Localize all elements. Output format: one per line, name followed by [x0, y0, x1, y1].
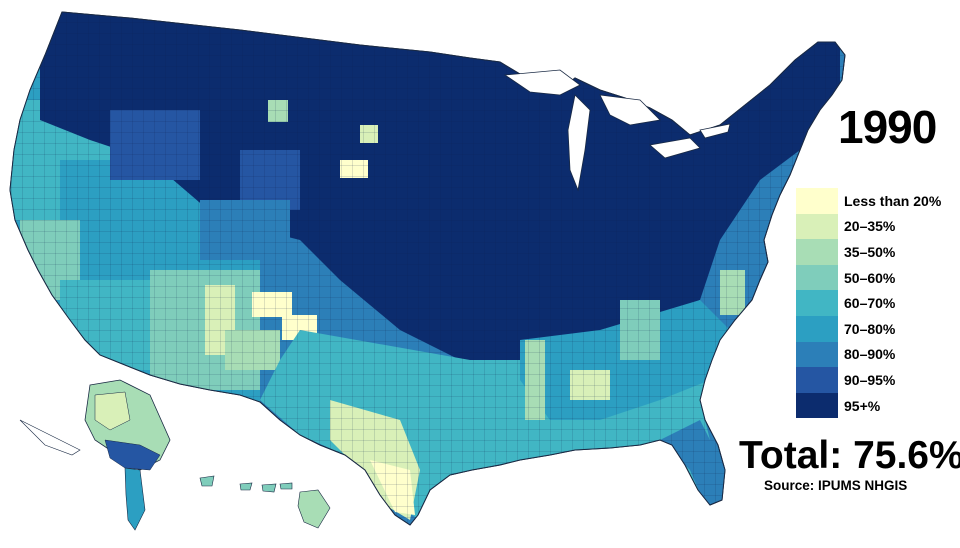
source-credit: Source: IPUMS NHGIS: [764, 478, 908, 493]
hawaii: [199, 475, 331, 529]
legend-swatch: [796, 341, 838, 368]
legend-item: 35–50%: [796, 239, 941, 265]
legend-swatch: [796, 315, 838, 342]
legend-item: 95+%: [796, 392, 941, 419]
legend-item: 80–90%: [796, 341, 941, 368]
legend-label: Less than 20%: [844, 192, 942, 209]
great-lakes: [503, 69, 731, 192]
legend-label: 80–90%: [844, 346, 896, 363]
legend-label: 95+%: [844, 397, 881, 414]
legend: Less than 20% 20–35% 35–50% 50–60% 60–70% 70–…: [796, 188, 941, 419]
legend-swatch: [796, 392, 838, 419]
legend-label: 60–70%: [844, 295, 896, 312]
legend-item: 50–60%: [796, 264, 941, 291]
legend-item: 90–95%: [796, 367, 941, 393]
legend-label: 50–60%: [844, 269, 896, 286]
legend-swatch: [796, 239, 838, 265]
legend-swatch: [796, 264, 838, 291]
alaska: [19, 379, 171, 531]
legend-item: 20–35%: [796, 213, 941, 240]
legend-item: 60–70%: [796, 290, 941, 316]
legend-item: Less than 20%: [796, 188, 941, 214]
legend-swatch: [796, 188, 838, 214]
legend-swatch: [796, 213, 838, 240]
legend-item: 70–80%: [796, 315, 941, 342]
legend-label: 20–35%: [844, 218, 896, 235]
legend-label: 35–50%: [844, 243, 896, 260]
legend-label: 90–95%: [844, 371, 896, 388]
legend-swatch: [796, 290, 838, 316]
year-title: 1990: [838, 101, 937, 153]
total-percentage: Total: 75.6%: [739, 434, 960, 477]
legend-swatch: [796, 367, 838, 393]
legend-label: 70–80%: [844, 320, 896, 337]
